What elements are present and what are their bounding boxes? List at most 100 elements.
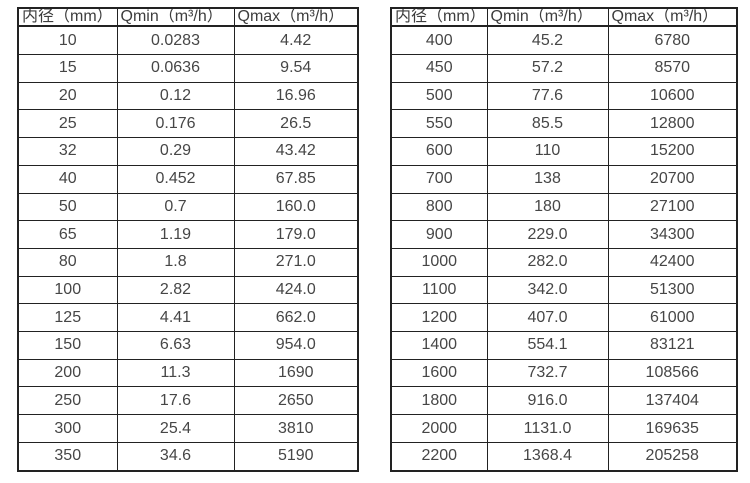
table-cell: 25.4 [116, 414, 235, 443]
table-cell: 15 [17, 54, 118, 83]
table-row: 2200 1368.4 205258 [390, 441, 738, 472]
table-cell: 662.0 [233, 303, 359, 333]
table-cell: 2650 [233, 386, 359, 416]
table-row: 300 25.4 3810 [17, 414, 359, 443]
table-row: 80 1.8 271.0 [17, 247, 359, 277]
table-cell: 407.0 [486, 303, 609, 333]
flow-table-small-diameters: 内径（mm） Qmin（m³/h） Qmax（m³/h） 10 0.0283 4.42 1… [17, 7, 359, 472]
table-row: 1400 554.1 83121 [390, 331, 738, 360]
header-cell: Qmin（m³/h） [486, 7, 609, 27]
table-cell: 900 [390, 220, 488, 249]
header-row: 内径（mm） Qmin（m³/h） Qmax（m³/h） [390, 7, 738, 27]
table-cell: 1800 [390, 386, 488, 416]
table-row: 50 0.7 160.0 [17, 192, 359, 222]
table-cell: 83121 [607, 331, 738, 360]
table-cell: 4.42 [233, 25, 359, 56]
table-cell: 954.0 [233, 331, 359, 360]
header-row: 内径（mm） Qmin（m³/h） Qmax（m³/h） [17, 7, 359, 27]
table-cell: 57.2 [486, 54, 609, 83]
table-cell: 342.0 [486, 275, 609, 305]
table-row: 100 2.82 424.0 [17, 275, 359, 305]
table-cell: 229.0 [486, 220, 609, 249]
table-row: 25 0.176 26.5 [17, 109, 359, 139]
table-cell: 550 [390, 109, 488, 139]
table-cell: 11.3 [116, 358, 235, 388]
table-row: 150 6.63 954.0 [17, 331, 359, 360]
table-cell: 5190 [233, 441, 359, 472]
table-row: 700 138 20700 [390, 164, 738, 194]
table-cell: 0.7 [116, 192, 235, 222]
table-cell: 250 [17, 386, 118, 416]
table-cell: 1000 [390, 247, 488, 277]
table-cell: 26.5 [233, 109, 359, 139]
table-cell: 125 [17, 303, 118, 333]
table-row: 800 180 27100 [390, 192, 738, 222]
table-cell: 61000 [607, 303, 738, 333]
table-cell: 400 [390, 25, 488, 56]
table-row: 65 1.19 179.0 [17, 220, 359, 249]
table-cell: 424.0 [233, 275, 359, 305]
table-cell: 10600 [607, 81, 738, 111]
table-cell: 800 [390, 192, 488, 222]
table-row: 450 57.2 8570 [390, 54, 738, 83]
header-cell: Qmin（m³/h） [116, 7, 235, 27]
table-cell: 6780 [607, 25, 738, 56]
table-cell: 80 [17, 247, 118, 277]
table-header: 内径（mm） Qmin（m³/h） Qmax（m³/h） [17, 7, 359, 27]
table-cell: 2000 [390, 414, 488, 443]
table-cell: 169635 [607, 414, 738, 443]
table-row: 200 11.3 1690 [17, 358, 359, 388]
table-row: 125 4.41 662.0 [17, 303, 359, 333]
header-cell: 内径（mm） [17, 7, 118, 27]
table-cell: 916.0 [486, 386, 609, 416]
table-cell: 12800 [607, 109, 738, 139]
table-cell: 300 [17, 414, 118, 443]
header-cell: Qmax（m³/h） [607, 7, 738, 27]
table-cell: 100 [17, 275, 118, 305]
table-cell: 0.176 [116, 109, 235, 139]
table-cell: 0.0283 [116, 25, 235, 56]
table-cell: 600 [390, 137, 488, 166]
table-cell: 271.0 [233, 247, 359, 277]
table-row: 20 0.12 16.96 [17, 81, 359, 111]
table-cell: 1600 [390, 358, 488, 388]
table-cell: 45.2 [486, 25, 609, 56]
table-cell: 0.452 [116, 164, 235, 194]
table-cell: 200 [17, 358, 118, 388]
table-cell: 9.54 [233, 54, 359, 83]
table-cell: 2200 [390, 441, 488, 472]
table-cell: 6.63 [116, 331, 235, 360]
table-cell: 732.7 [486, 358, 609, 388]
table-cell: 43.42 [233, 137, 359, 166]
table-row: 15 0.0636 9.54 [17, 54, 359, 83]
table-row: 250 17.6 2650 [17, 386, 359, 416]
table-cell: 17.6 [116, 386, 235, 416]
table-cell: 25 [17, 109, 118, 139]
table-row: 400 45.2 6780 [390, 25, 738, 56]
table-cell: 180 [486, 192, 609, 222]
table-row: 1800 916.0 137404 [390, 386, 738, 416]
table-cell: 67.85 [233, 164, 359, 194]
table-cell: 1690 [233, 358, 359, 388]
table-cell: 0.0636 [116, 54, 235, 83]
header-cell: 内径（mm） [390, 7, 488, 27]
table-cell: 110 [486, 137, 609, 166]
table-cell: 20 [17, 81, 118, 111]
table-cell: 1131.0 [486, 414, 609, 443]
table-cell: 10 [17, 25, 118, 56]
table-cell: 1.8 [116, 247, 235, 277]
table-cell: 0.12 [116, 81, 235, 111]
table-row: 1100 342.0 51300 [390, 275, 738, 305]
table-cell: 500 [390, 81, 488, 111]
table-row: 500 77.6 10600 [390, 81, 738, 111]
table-cell: 554.1 [486, 331, 609, 360]
table-cell: 1400 [390, 331, 488, 360]
flow-table-large-diameters: 内径（mm） Qmin（m³/h） Qmax（m³/h） 400 45.2 6780 45… [390, 7, 738, 472]
table-row: 40 0.452 67.85 [17, 164, 359, 194]
table-cell: 1368.4 [486, 441, 609, 472]
table-row: 900 229.0 34300 [390, 220, 738, 249]
table-cell: 179.0 [233, 220, 359, 249]
table-row: 10 0.0283 4.42 [17, 25, 359, 56]
table-cell: 160.0 [233, 192, 359, 222]
